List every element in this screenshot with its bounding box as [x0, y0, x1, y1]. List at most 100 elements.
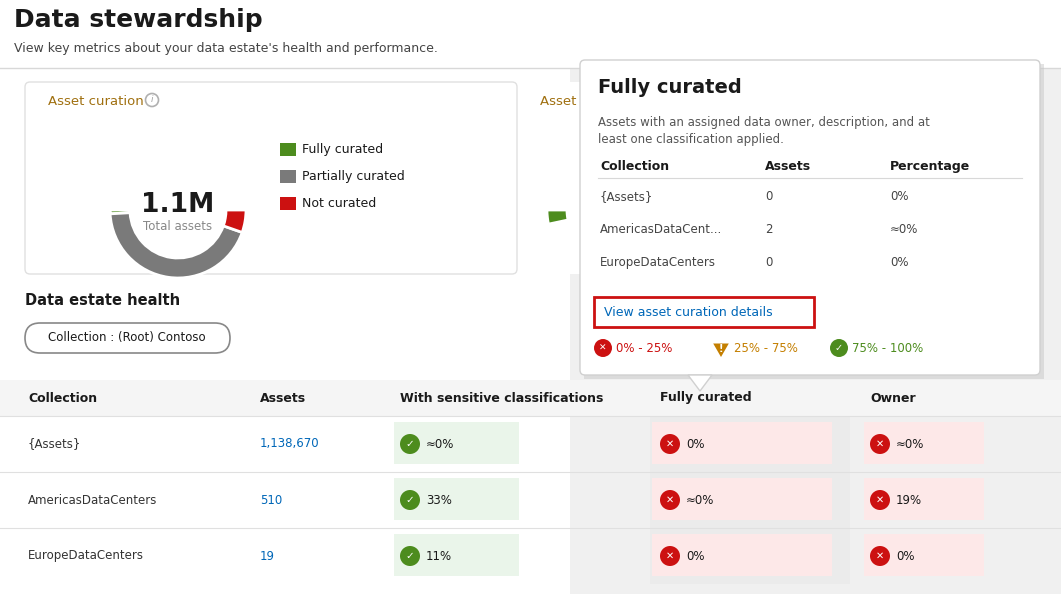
Bar: [594, 297, 814, 327]
Text: ✕: ✕: [876, 439, 884, 449]
Circle shape: [660, 546, 680, 566]
Text: Data estate health: Data estate health: [25, 293, 180, 308]
Text: 0%: 0%: [890, 256, 908, 269]
Bar: [584, 64, 1044, 379]
Text: AmericasDataCenters: AmericasDataCenters: [28, 494, 157, 507]
Bar: [653, 478, 832, 520]
Text: ≈0%: ≈0%: [890, 223, 919, 236]
Text: EuropeDataCenters: EuropeDataCenters: [28, 549, 144, 563]
Text: View key metrics about your data estate's health and performance.: View key metrics about your data estate'…: [14, 42, 438, 55]
Text: Fully curated: Fully curated: [660, 391, 751, 405]
Wedge shape: [110, 210, 131, 214]
Bar: [864, 422, 984, 464]
Text: Fully curated: Fully curated: [302, 143, 383, 156]
Circle shape: [400, 490, 420, 510]
Circle shape: [870, 546, 890, 566]
Bar: [864, 478, 984, 520]
Text: i: i: [151, 96, 153, 105]
FancyBboxPatch shape: [25, 323, 230, 353]
Text: EuropeDataCenters: EuropeDataCenters: [601, 256, 716, 269]
Text: Data stewardship: Data stewardship: [14, 8, 263, 32]
Circle shape: [870, 434, 890, 454]
Text: Owner: Owner: [870, 391, 916, 405]
Circle shape: [594, 339, 612, 357]
Bar: [650, 380, 850, 584]
Circle shape: [660, 434, 680, 454]
Text: ✓: ✓: [405, 439, 415, 449]
Text: Percentage: Percentage: [890, 160, 970, 173]
Bar: [280, 143, 296, 156]
Text: Asset curation: Asset curation: [48, 95, 143, 108]
Text: 510: 510: [260, 494, 282, 507]
Bar: [0, 286, 570, 594]
Circle shape: [400, 434, 420, 454]
FancyBboxPatch shape: [25, 82, 517, 274]
Text: With sensitive classifications: With sensitive classifications: [400, 391, 604, 405]
Text: 19: 19: [260, 549, 275, 563]
Bar: [0, 380, 1061, 416]
Text: ✕: ✕: [876, 551, 884, 561]
Wedge shape: [110, 213, 242, 278]
Wedge shape: [647, 214, 682, 261]
Text: !: !: [718, 344, 724, 354]
Text: 0% - 25%: 0% - 25%: [616, 342, 673, 355]
Wedge shape: [223, 210, 246, 232]
Text: Assets with an assigned data owner, description, and at: Assets with an assigned data owner, desc…: [598, 116, 929, 129]
Bar: [530, 82, 595, 274]
Text: ✕: ✕: [666, 551, 674, 561]
Text: 25% - 75%: 25% - 75%: [734, 342, 798, 355]
Text: ✓: ✓: [405, 551, 415, 561]
Text: 0: 0: [765, 190, 772, 203]
Bar: [864, 534, 984, 576]
Text: ✓: ✓: [835, 343, 843, 353]
Text: Partially curated: Partially curated: [302, 170, 404, 183]
Text: 19%: 19%: [895, 494, 922, 507]
Text: 75% - 100%: 75% - 100%: [852, 342, 923, 355]
Text: Fully curated: Fully curated: [598, 78, 742, 97]
Text: Assets: Assets: [260, 391, 307, 405]
Bar: [0, 68, 570, 594]
Text: 0%: 0%: [686, 438, 705, 450]
Circle shape: [660, 490, 680, 510]
Bar: [0, 0, 1061, 68]
Circle shape: [870, 490, 890, 510]
Text: least one classification applied.: least one classification applied.: [598, 133, 784, 146]
Text: 1,138,670: 1,138,670: [260, 438, 319, 450]
FancyBboxPatch shape: [580, 60, 1040, 375]
Circle shape: [830, 339, 848, 357]
Text: Collection: Collection: [28, 391, 98, 405]
Text: ✕: ✕: [876, 495, 884, 505]
Bar: [280, 170, 296, 183]
Bar: [653, 422, 832, 464]
Text: AmericasDataCent...: AmericasDataCent...: [601, 223, 723, 236]
Bar: [653, 534, 832, 576]
Bar: [394, 422, 519, 464]
Text: Assets: Assets: [765, 160, 811, 173]
Text: 2: 2: [765, 223, 772, 236]
Text: 11%: 11%: [427, 549, 452, 563]
Text: ✕: ✕: [666, 495, 674, 505]
Text: Collection: Collection: [601, 160, 669, 173]
Bar: [280, 197, 296, 210]
Text: Total assets: Total assets: [143, 220, 212, 232]
Text: ≈0%: ≈0%: [895, 438, 924, 450]
Text: ≈0%: ≈0%: [427, 438, 454, 450]
Text: 0%: 0%: [686, 549, 705, 563]
Text: ✕: ✕: [599, 343, 607, 352]
Text: 0: 0: [765, 256, 772, 269]
Text: 33%: 33%: [427, 494, 452, 507]
Text: Not curated: Not curated: [302, 197, 377, 210]
Text: {Assets}: {Assets}: [28, 438, 82, 450]
Text: View asset curation details: View asset curation details: [604, 305, 772, 318]
Text: ✓: ✓: [405, 495, 415, 505]
Wedge shape: [547, 210, 568, 224]
Bar: [394, 534, 519, 576]
Text: {Assets}: {Assets}: [601, 190, 654, 203]
Text: Collection : (Root) Contoso: Collection : (Root) Contoso: [48, 331, 206, 345]
Circle shape: [400, 546, 420, 566]
Text: Asset c: Asset c: [540, 95, 588, 108]
Text: 0%: 0%: [895, 549, 915, 563]
Text: 1.1M: 1.1M: [141, 192, 214, 218]
Bar: [394, 478, 519, 520]
Polygon shape: [688, 375, 712, 391]
